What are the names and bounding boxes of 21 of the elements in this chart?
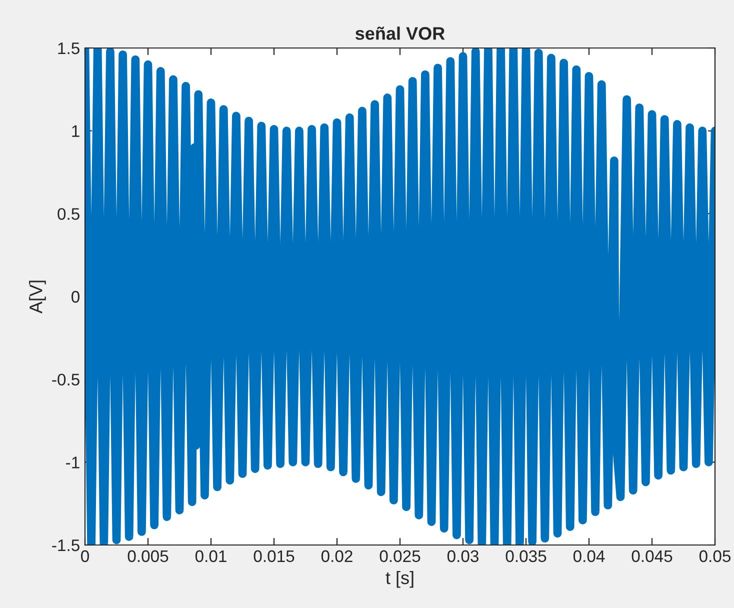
y-tick-label: 0 [72,290,80,303]
x-tick-label: 0.01 [195,550,226,562]
x-tick-label: 0.02 [321,550,352,562]
y-tick-label: 1.5 [58,42,80,54]
x-tick-label: 0.025 [380,550,420,562]
x-tick-label: 0.045 [632,550,672,562]
y-tick-label: -1.5 [52,540,80,552]
y-tick-label: -0.5 [52,374,80,386]
x-axis-title: t [s] [386,570,414,588]
chart-title: señal VOR [355,26,445,40]
x-tick-label: 0.005 [128,550,168,562]
x-tick-label: 0.035 [506,550,546,562]
x-tick-label: 0.015 [254,550,294,562]
y-tick-label: -1 [66,456,80,468]
y-tick-label: 1 [72,125,80,137]
x-tick-label: 0 [81,550,89,562]
x-tick-label: 0.03 [447,550,478,562]
x-tick-label: 0.05 [699,550,731,562]
y-tick-label: 0.5 [58,208,80,220]
x-tick-label: 0.04 [573,550,605,562]
y-axis-title: A[V] [29,280,46,314]
